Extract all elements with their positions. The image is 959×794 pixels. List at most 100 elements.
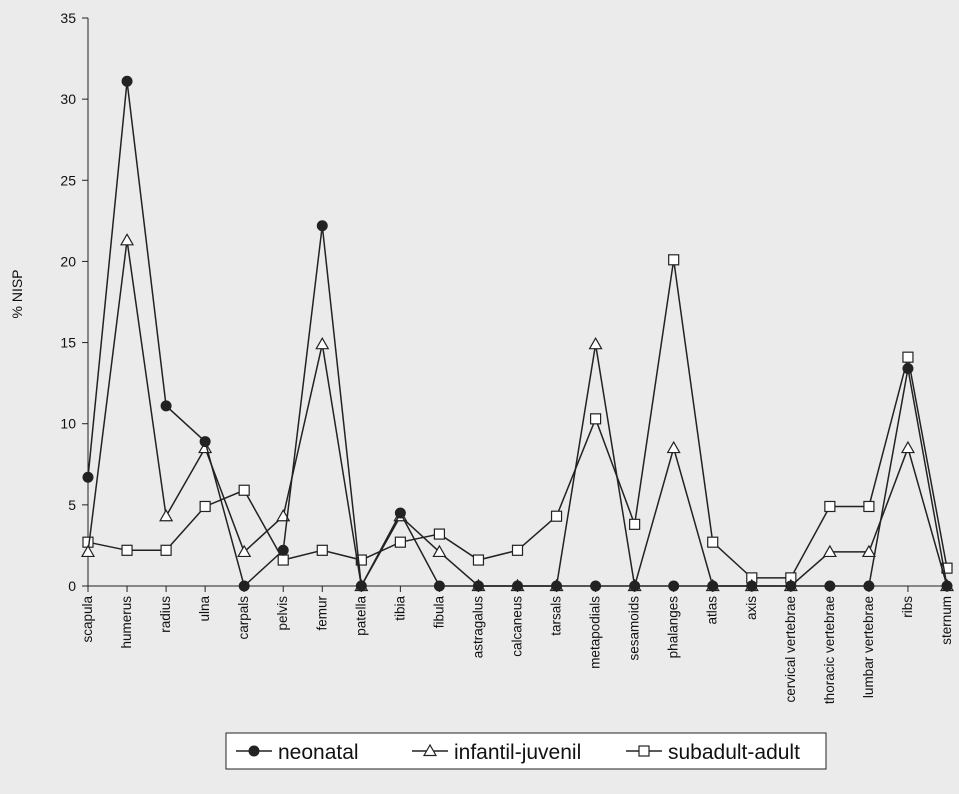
data-point <box>394 507 406 519</box>
y-tick-label: 20 <box>60 253 76 269</box>
data-point <box>550 510 563 522</box>
x-tick-label: ribs <box>900 596 915 618</box>
data-point <box>238 484 250 496</box>
data-point <box>316 220 328 232</box>
y-tick-label: 5 <box>68 497 76 513</box>
y-tick-label: 10 <box>60 416 76 432</box>
data-point <box>511 544 524 556</box>
data-point <box>746 580 758 592</box>
data-point <box>159 509 174 522</box>
data-point <box>822 544 837 558</box>
data-point <box>355 554 367 566</box>
data-point <box>588 336 603 350</box>
x-tick-labels: scapula humerus radius ulna carpals pelvis fem… <box>80 596 954 705</box>
data-point <box>472 580 484 592</box>
data-point <box>629 580 641 592</box>
series-line-neonatal <box>87 81 948 589</box>
data-point <box>248 745 260 757</box>
data-point <box>199 500 211 513</box>
data-point <box>276 509 291 522</box>
data-point <box>668 580 680 592</box>
data-point <box>707 580 719 592</box>
x-tick-label: sesamoids <box>627 596 642 661</box>
data-point <box>668 254 680 266</box>
x-tick-label: thoracic vertebrae <box>822 596 837 704</box>
x-tick-label: femur <box>314 596 329 631</box>
data-point <box>433 528 446 540</box>
x-tick-label: scapula <box>80 596 95 643</box>
data-point <box>785 580 797 592</box>
series-infantil-juvenil <box>80 233 955 592</box>
x-tick-label: fibula <box>431 596 446 629</box>
data-point <box>629 518 641 530</box>
data-point <box>941 580 953 592</box>
data-point <box>900 440 915 454</box>
y-tick-label: 35 <box>60 10 76 26</box>
data-point <box>551 580 563 592</box>
data-point <box>902 363 914 375</box>
data-point <box>863 500 875 513</box>
data-point <box>121 75 133 87</box>
x-tick-label: humerus <box>119 596 134 649</box>
data-point <box>120 233 135 246</box>
data-point <box>472 554 485 566</box>
data-point <box>824 580 836 592</box>
data-point <box>422 743 438 757</box>
x-tick-label: tarsals <box>549 596 564 636</box>
y-tick-label: 0 <box>68 578 76 594</box>
x-tick-label: lumbar vertebrae <box>861 596 876 698</box>
data-point <box>824 500 836 513</box>
data-point <box>315 336 330 350</box>
series-line-infantil-juvenil <box>87 240 948 589</box>
y-tick-label: 25 <box>60 172 76 188</box>
x-tick-label: ulna <box>197 596 212 622</box>
data-point <box>861 544 876 558</box>
x-tick-label: patella <box>353 596 368 636</box>
data-point <box>316 544 328 556</box>
data-point <box>82 471 94 483</box>
y-tick-label: 15 <box>60 335 76 351</box>
series-neonatal <box>82 75 953 592</box>
x-tick-label: metapodials <box>588 596 603 669</box>
data-point <box>433 580 445 592</box>
data-point <box>589 413 602 425</box>
legend-label-infantil-juvenil: infantil-juvenil <box>454 741 581 764</box>
x-tick-label: astragalus <box>470 596 485 659</box>
series-subadult-adult <box>82 254 953 584</box>
data-point <box>394 536 406 548</box>
x-tick-label: cervical vertebrae <box>783 596 798 703</box>
y-axis-title: % NISP <box>9 269 25 318</box>
legend-label-neonatal: neonatal <box>278 741 359 764</box>
data-point <box>512 580 523 592</box>
data-point <box>238 580 250 592</box>
data-point <box>863 580 875 592</box>
data-point <box>432 544 447 558</box>
axes <box>82 17 948 592</box>
data-point <box>638 745 650 757</box>
data-point <box>666 440 681 454</box>
y-tick-labels: 0 5 10 15 20 25 30 35 <box>60 10 76 594</box>
series-line-subadult-adult <box>87 259 948 579</box>
x-tick-label: pelvis <box>275 596 290 631</box>
legend-box <box>225 732 827 770</box>
data-point <box>80 544 96 558</box>
x-tick-label: carpals <box>236 596 251 640</box>
data-point <box>355 580 367 592</box>
x-tick-label: radius <box>158 596 173 633</box>
x-tick-label: axis <box>744 596 759 620</box>
data-point <box>160 400 172 412</box>
data-point <box>199 436 211 448</box>
y-tick-label: 30 <box>60 91 76 107</box>
x-tick-label: sternum <box>939 596 954 645</box>
legend: neonatal infantil-juvenil subadult-adult <box>225 732 827 770</box>
x-tick-label: tibia <box>392 596 407 621</box>
series-layer <box>80 75 955 592</box>
x-tick-label: atlas <box>705 596 720 625</box>
data-point <box>237 544 252 558</box>
x-tick-label: calcaneus <box>510 596 525 657</box>
data-point <box>160 544 172 556</box>
data-point <box>277 544 289 556</box>
legend-label-subadult-adult: subadult-adult <box>668 741 800 764</box>
data-point <box>590 580 602 592</box>
